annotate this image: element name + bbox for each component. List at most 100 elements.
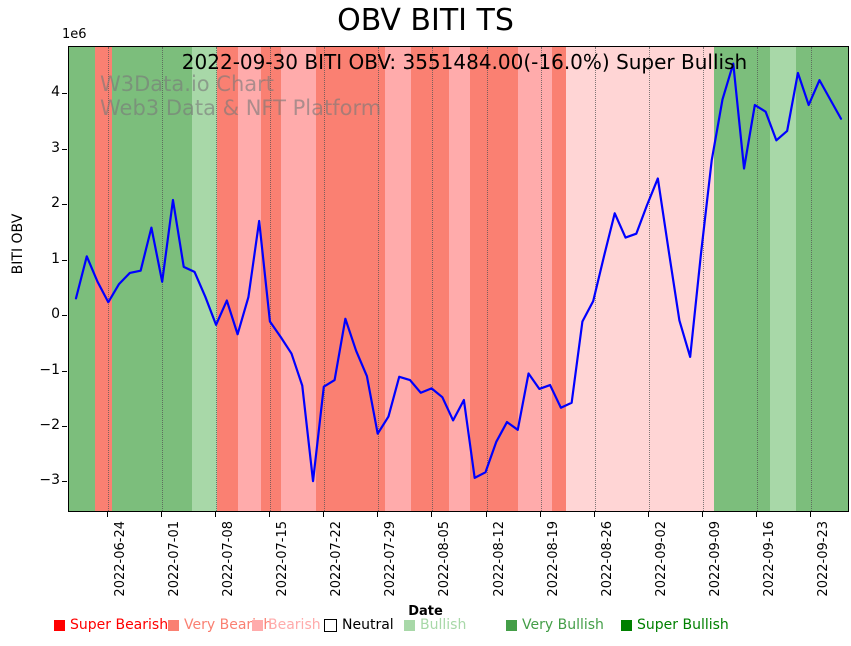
x-tick-label: 2022-08-26 <box>599 521 615 597</box>
legend-item[interactable]: Very Bullish <box>506 618 604 632</box>
gridline <box>648 47 650 511</box>
watermark-line-1: W3Data.io Chart <box>100 72 275 96</box>
legend-swatch-icon <box>252 619 263 631</box>
x-tick-label: 2022-06-24 <box>113 521 129 597</box>
x-tick-mark <box>809 512 811 517</box>
legend-swatch-icon <box>324 618 337 632</box>
y-tick-label: −3 <box>39 472 60 489</box>
x-tick-label: 2022-09-09 <box>707 521 723 597</box>
legend-swatch-icon <box>506 619 517 631</box>
x-tick-mark <box>593 512 595 517</box>
y-tick-mark <box>62 370 67 372</box>
legend-swatch-icon <box>168 619 179 631</box>
legend-label: Bullish <box>420 617 467 633</box>
x-tick-label: 2022-08-12 <box>491 521 507 597</box>
gridline <box>270 47 272 511</box>
gridline <box>378 47 380 511</box>
y-tick-mark <box>62 148 67 150</box>
legend-label: Bearish <box>268 617 321 633</box>
sentiment-band <box>69 47 96 511</box>
legend-swatch-icon <box>404 619 415 631</box>
x-tick-mark <box>701 512 703 517</box>
sentiment-band <box>94 47 113 511</box>
sentiment-band <box>384 47 412 511</box>
legend-item[interactable]: Bullish <box>404 618 466 632</box>
sentiment-band <box>411 47 450 511</box>
x-tick-label: 2022-07-08 <box>221 521 237 597</box>
x-tick-mark <box>485 512 487 517</box>
gridline <box>594 47 596 511</box>
x-tick-mark <box>377 512 379 517</box>
legend-item[interactable]: Bearish <box>252 618 321 632</box>
legend: Super Bearish Very Bearish Bearish Neutral B… <box>0 618 851 642</box>
legend-label: Super Bullish <box>637 617 729 633</box>
sentiment-band <box>217 47 239 511</box>
x-tick-label: 2022-09-23 <box>815 521 831 597</box>
x-tick-label: 2022-08-05 <box>437 521 453 597</box>
x-tick-mark <box>269 512 271 517</box>
vertical-gridlines <box>69 47 848 511</box>
sentiment-band <box>769 47 797 511</box>
obv-line-series <box>74 62 843 483</box>
y-tick-mark <box>62 426 67 427</box>
gridline <box>756 47 758 511</box>
y-tick-mark <box>62 481 67 483</box>
y-tick-label: 0 <box>51 306 60 323</box>
sentiment-band <box>796 47 848 511</box>
sentiment-band <box>469 47 519 511</box>
gridline <box>216 47 218 511</box>
sentiment-band <box>315 47 386 511</box>
x-tick-mark <box>647 512 649 517</box>
legend-swatch-icon <box>621 619 632 631</box>
gridline <box>108 47 110 511</box>
y-tick-label: −2 <box>39 417 60 433</box>
gridline <box>432 47 434 511</box>
sentiment-band <box>237 47 262 511</box>
sentiment-band <box>566 47 715 511</box>
x-tick-label: 2022-07-15 <box>275 521 291 597</box>
x-tick-mark <box>755 512 757 517</box>
x-tick-mark <box>107 512 109 517</box>
legend-item[interactable]: Very Bearish <box>168 618 272 632</box>
gridline <box>540 47 542 511</box>
x-tick-mark <box>323 512 325 517</box>
y-tick-mark <box>62 315 67 317</box>
legend-label: Neutral <box>342 617 394 633</box>
gridline <box>810 47 812 511</box>
x-tick-label: 2022-08-19 <box>545 521 561 597</box>
x-tick-label: 2022-07-29 <box>383 521 399 597</box>
x-tick-mark <box>161 512 163 517</box>
y-tick-mark <box>62 204 67 206</box>
x-tick-mark <box>431 512 433 517</box>
legend-label: Very Bullish <box>522 617 604 633</box>
x-tick-label: 2022-09-16 <box>761 521 777 597</box>
y-tick-mark <box>62 93 67 95</box>
y-tick-label: 4 <box>51 84 60 101</box>
x-tick-label: 2022-09-02 <box>653 521 669 597</box>
x-tick-label: 2022-07-01 <box>167 521 183 597</box>
plot-area <box>68 46 849 512</box>
x-tick-mark <box>215 512 217 517</box>
sentiment-band <box>449 47 471 511</box>
legend-label: Very Bearish <box>184 617 273 633</box>
legend-item[interactable]: Neutral <box>324 618 394 632</box>
y-tick-label: 3 <box>51 139 60 156</box>
y-tick-label: −1 <box>39 361 60 378</box>
legend-item[interactable]: Super Bullish <box>621 618 729 632</box>
x-axis-title: Date <box>408 604 443 619</box>
legend-label: Super Bearish <box>70 617 169 633</box>
chart-title: OBV BITI TS <box>337 3 514 38</box>
x-tick-mark <box>539 512 541 517</box>
y-tick-mark <box>62 259 67 261</box>
gridline <box>702 47 704 511</box>
y-tick-label: 2 <box>51 195 60 212</box>
latest-value-annotation: 2022-09-30 BITI OBV: 3551484.00(-16.0%) … <box>181 50 748 74</box>
x-tick-label: 2022-07-22 <box>329 521 345 597</box>
legend-item[interactable]: Super Bearish <box>54 618 168 632</box>
watermark-line-2: Web3 Data & NFT Platform <box>100 96 382 120</box>
y-axis-title: BITI OBV <box>10 213 26 275</box>
sentiment-band <box>518 47 553 511</box>
sentiment-band <box>280 47 317 511</box>
legend-swatch-icon <box>54 619 65 631</box>
